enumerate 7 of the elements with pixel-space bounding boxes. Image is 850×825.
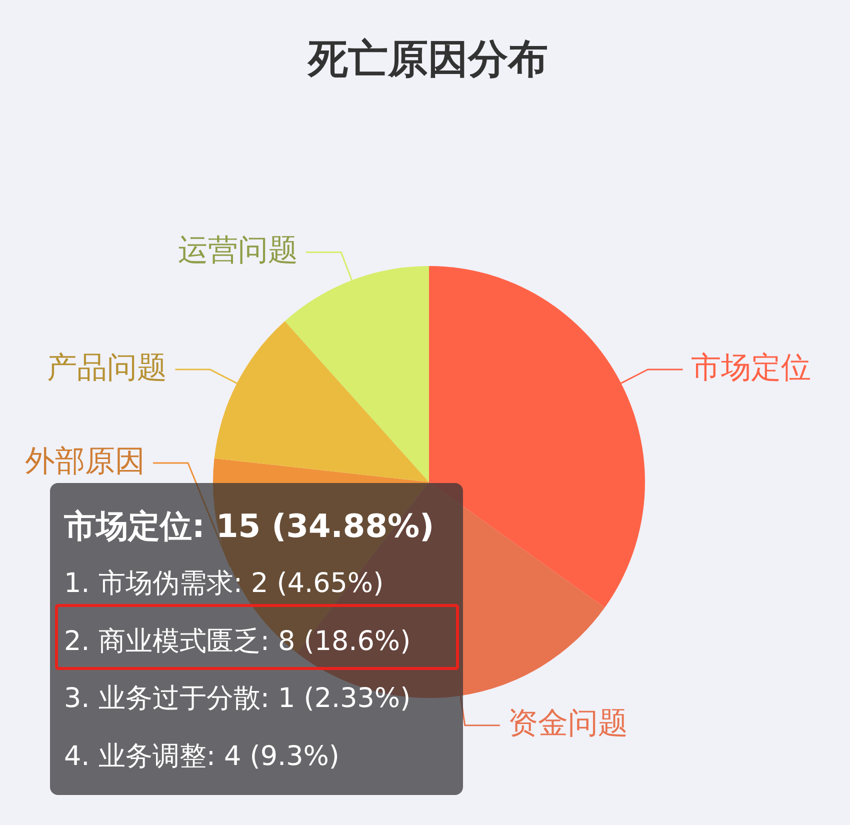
chart-title: 死亡原因分布 — [307, 36, 548, 82]
slice-label: 资金问题 — [508, 706, 628, 742]
slice-label: 外部原因 — [25, 444, 145, 479]
slice-label: 市场定位 — [690, 350, 811, 386]
slice-label: 产品问题 — [47, 350, 168, 386]
slice-label: 运营问题 — [178, 233, 298, 268]
tooltip: 市场定位: 15 (34.88%) 1. 市场伪需求: 2 (4.65%) 2. 商业模式匮乏: 8 (18.6%) 3. 业务过于分散: 1 (2.33%) 4. 业务调整: 4 (9.3%) — [50, 483, 463, 795]
